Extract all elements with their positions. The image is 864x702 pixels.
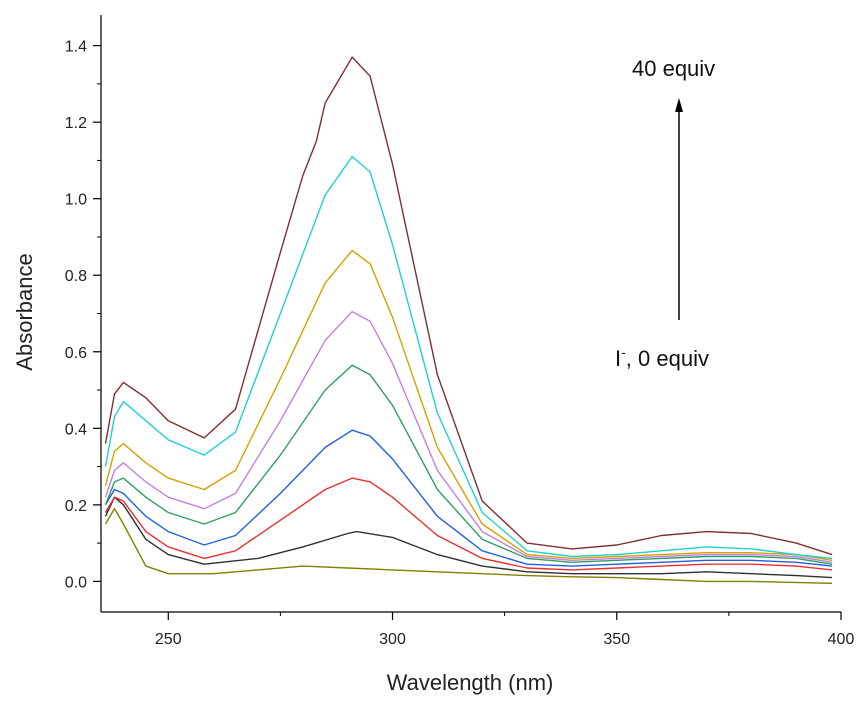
series-line-6 <box>104 310 833 563</box>
series-line-2 <box>104 496 833 579</box>
series-line-3 <box>104 477 833 571</box>
series-line-8 <box>104 155 833 560</box>
annotation-arrow <box>675 98 683 320</box>
series-line-9 <box>104 56 833 556</box>
series-lines <box>104 56 833 584</box>
y-tick-label: 0.0 <box>65 574 87 591</box>
y-tick-label: 0.8 <box>65 268 87 285</box>
y-axis-title: Absorbance <box>12 253 37 370</box>
annotation-top: 40 equiv <box>632 56 715 81</box>
series-line-1 <box>104 508 833 584</box>
x-axis-ticks: 250 300 350 400 <box>155 612 855 648</box>
y-axis-ticks: 0.0 0.2 0.4 0.6 0.8 1.0 1.2 1.4 <box>65 39 101 591</box>
x-axis-title: Wavelength (nm) <box>387 670 554 695</box>
y-tick-label: 1.0 <box>65 192 87 209</box>
series-line-4 <box>104 429 833 567</box>
annotation-equiv: , 0 equiv <box>626 346 709 371</box>
y-tick-label: 1.2 <box>65 115 87 132</box>
x-tick-label: 350 <box>603 631 630 648</box>
x-tick-label: 300 <box>379 631 406 648</box>
y-tick-label: 0.4 <box>65 421 87 438</box>
annotation-bottom: I-, 0 equiv <box>615 344 709 371</box>
annotation-charge: - <box>621 344 626 360</box>
y-tick-label: 0.6 <box>65 345 87 362</box>
x-tick-label: 400 <box>828 631 855 648</box>
y-tick-label: 1.4 <box>65 39 87 56</box>
series-line-7 <box>104 249 833 561</box>
x-tick-label: 250 <box>155 631 182 648</box>
annotation-ion: I <box>615 346 621 371</box>
y-tick-label: 0.2 <box>65 498 87 515</box>
series-line-5 <box>104 364 833 565</box>
